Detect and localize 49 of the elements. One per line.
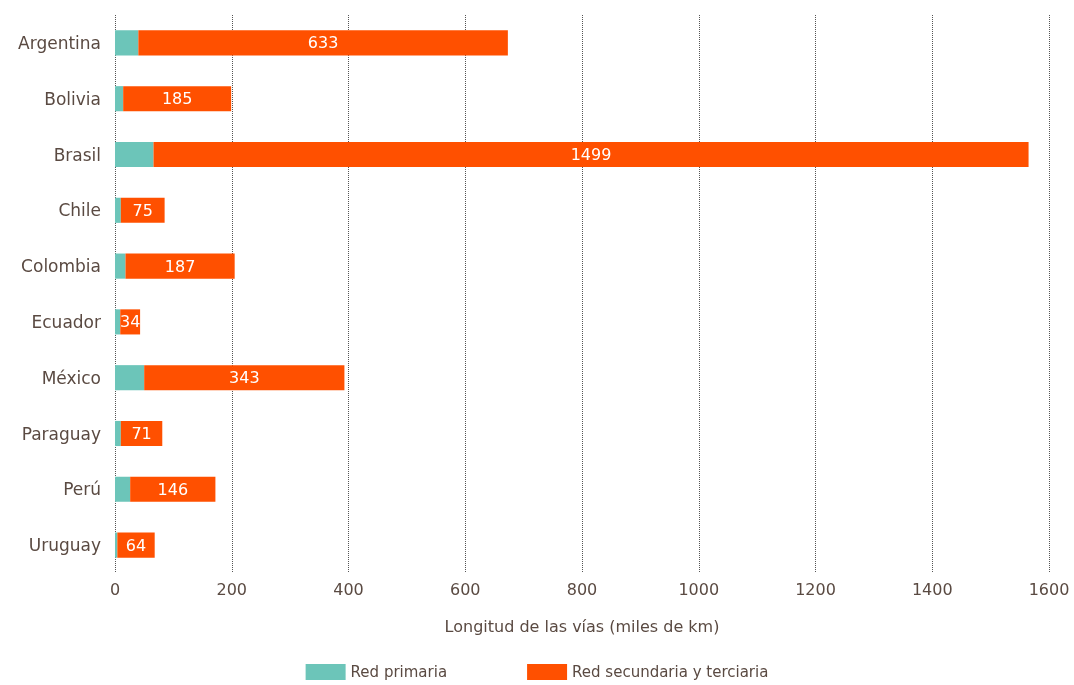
y-tick-label: Perú: [63, 479, 101, 500]
data-label: 64: [125, 535, 147, 555]
bar: [115, 309, 121, 335]
data-label: 343: [229, 368, 260, 388]
bar: [120, 197, 165, 223]
x-tick-label: 200: [216, 579, 248, 599]
bar: [130, 476, 216, 502]
bar: [115, 86, 124, 112]
y-tick-label: Chile: [58, 200, 101, 221]
x-tick-label: 800: [566, 579, 598, 599]
x-tick-label: 1600: [1028, 579, 1070, 599]
x-tick-label: 600: [449, 579, 481, 599]
data-label: 146: [157, 479, 189, 499]
data-label: 185: [161, 89, 193, 109]
bar: [115, 30, 139, 56]
legend-label: Red primaria: [350, 663, 448, 681]
y-tick-label: Brasil: [53, 144, 101, 165]
bar: [115, 141, 154, 168]
data-label: 633: [307, 33, 339, 53]
bar: [115, 197, 121, 223]
bar: [115, 420, 121, 447]
bar: [144, 365, 345, 391]
y-tick-label: Paraguay: [21, 423, 101, 444]
x-tick-label: 0: [109, 579, 121, 599]
x-axis-title: Longitud de las vías (miles de km): [444, 616, 720, 636]
bar: [115, 253, 126, 279]
bar: [138, 30, 508, 56]
x-tick-label: 1000: [678, 579, 720, 599]
data-label: 187: [164, 256, 196, 276]
bar: [115, 365, 145, 391]
x-tick-label: 1400: [911, 579, 953, 599]
bar: [125, 253, 235, 279]
x-tick-label: 400: [333, 579, 364, 599]
y-tick-label: México: [41, 367, 101, 388]
y-tick-label: Colombia: [21, 256, 101, 277]
y-tick-label: Bolivia: [44, 88, 101, 109]
bar: [120, 420, 163, 447]
data-label: 1499: [570, 145, 612, 164]
bar: [123, 86, 232, 112]
bar: [153, 141, 1029, 168]
bar: [115, 476, 131, 502]
legend-label: Red secundaria y terciaria: [572, 663, 769, 681]
x-tick-label: 1200: [795, 579, 836, 599]
y-tick-label: Uruguay: [28, 535, 101, 556]
data-label: 71: [131, 424, 152, 443]
data-label: 75: [132, 200, 153, 220]
data-label: 34: [120, 312, 141, 332]
y-tick-label: Argentina: [18, 32, 101, 53]
y-tick-label: Ecuador: [31, 311, 101, 332]
